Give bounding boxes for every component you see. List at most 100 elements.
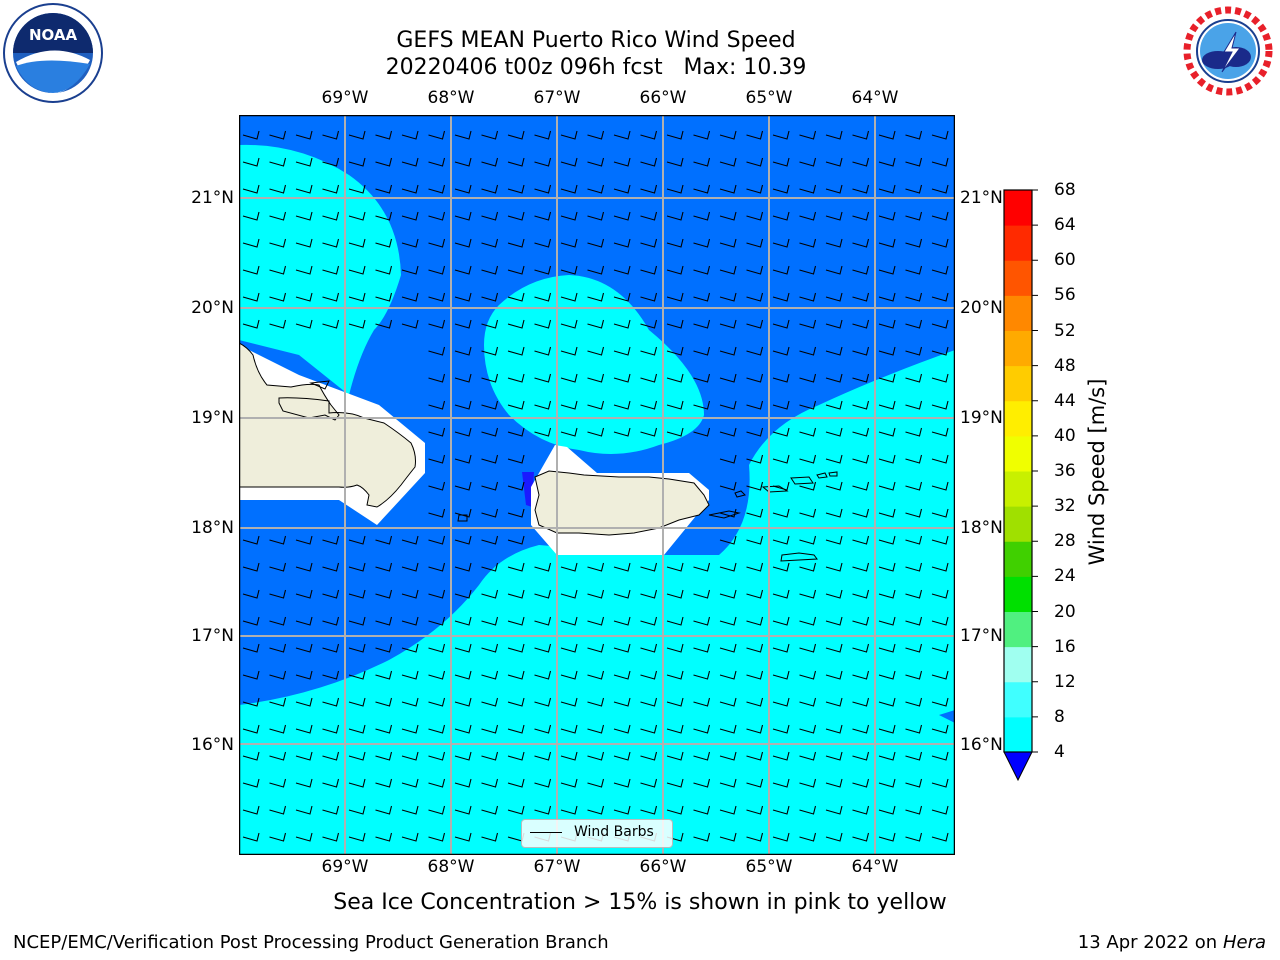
wind-barb — [772, 211, 790, 221]
wind-barb — [931, 724, 949, 734]
wind-barb — [852, 589, 870, 599]
wind-barb — [772, 562, 790, 572]
wind-barb — [242, 832, 260, 842]
wind-barb — [640, 643, 658, 653]
wind-barb — [931, 427, 949, 437]
legend-line — [530, 832, 562, 833]
wind-barb — [428, 724, 446, 734]
wind-barb — [454, 724, 472, 734]
wind-barb — [799, 319, 817, 329]
wind-barb — [401, 535, 419, 545]
wind-barb — [507, 427, 525, 437]
wind-barb — [507, 292, 525, 302]
wind-barb — [454, 292, 472, 302]
wind-barb — [454, 346, 472, 356]
wind-barb — [640, 724, 658, 734]
wind-barb — [428, 805, 446, 815]
wind-barb — [428, 508, 446, 518]
wind-barb — [799, 373, 817, 383]
wind-barb — [375, 238, 393, 248]
wind-barb — [693, 319, 711, 329]
wind-barb — [719, 724, 737, 734]
wind-barb — [322, 265, 340, 275]
wind-barb — [931, 643, 949, 653]
wind-barb — [878, 373, 896, 383]
lon-label-bottom: 66°W — [639, 857, 687, 877]
lat-label-right: 19°N — [960, 408, 1003, 428]
wind-barb — [269, 832, 287, 842]
wind-barb — [666, 778, 684, 788]
wind-barb — [666, 400, 684, 410]
wind-barb — [746, 157, 764, 167]
wind-barb — [242, 535, 260, 545]
wind-barb — [852, 319, 870, 329]
wind-barb — [905, 265, 923, 275]
wind-barb — [587, 211, 605, 221]
wind-barb — [640, 805, 658, 815]
wind-barb — [401, 616, 419, 626]
wind-barb — [375, 616, 393, 626]
lat-label-right: 21°N — [960, 188, 1003, 208]
wind-barb — [719, 589, 737, 599]
wind-barb — [799, 454, 817, 464]
wind-barb — [878, 724, 896, 734]
wind-barb — [666, 211, 684, 221]
wind-barb — [242, 589, 260, 599]
wind-barb — [905, 643, 923, 653]
wind-barb — [799, 589, 817, 599]
wind-barb — [825, 346, 843, 356]
wind-barb — [348, 670, 366, 680]
wind-barb — [878, 778, 896, 788]
wind-barb — [375, 265, 393, 275]
wind-barb — [322, 589, 340, 599]
wind-barb — [746, 724, 764, 734]
wind-barb — [852, 508, 870, 518]
wind-barb — [322, 805, 340, 815]
wind-barb — [454, 697, 472, 707]
wind-barb — [931, 697, 949, 707]
wind-barb — [666, 346, 684, 356]
colorbar-tick-label: 36 — [1054, 461, 1076, 481]
wind-barb — [905, 508, 923, 518]
wind-barb — [719, 643, 737, 653]
colorbar-block — [1004, 225, 1032, 261]
wind-barb — [507, 265, 525, 275]
wind-barb — [613, 265, 631, 275]
wind-barb — [322, 130, 340, 140]
wind-barb — [269, 130, 287, 140]
wind-barb — [587, 751, 605, 761]
wind-barb — [772, 805, 790, 815]
wind-barb — [719, 400, 737, 410]
wind-barb — [931, 589, 949, 599]
wind-barb — [295, 238, 313, 248]
wind-barb — [931, 616, 949, 626]
cyan-region-central — [484, 275, 704, 454]
vieques-island — [708, 510, 741, 519]
wind-barb — [640, 616, 658, 626]
wind-barb — [481, 724, 499, 734]
wind-barb — [507, 751, 525, 761]
wind-barb — [878, 346, 896, 356]
wind-barb — [772, 751, 790, 761]
wind-barb — [719, 157, 737, 167]
wind-barb — [481, 427, 499, 437]
wind-barb — [348, 319, 366, 329]
wind-barb — [560, 751, 578, 761]
wind-barb — [481, 535, 499, 545]
wind-barb — [401, 265, 419, 275]
wind-barb — [905, 778, 923, 788]
wind-barb — [242, 697, 260, 707]
wind-barb — [454, 130, 472, 140]
lon-label-top: 64°W — [851, 88, 899, 108]
colorbar-block — [1004, 190, 1032, 226]
wind-barb — [640, 346, 658, 356]
wind-barb — [454, 427, 472, 437]
wind-barb — [666, 238, 684, 248]
wind-barb — [348, 589, 366, 599]
wind-barb — [825, 805, 843, 815]
wind-barb — [931, 832, 949, 842]
wind-barb — [746, 751, 764, 761]
wind-barb — [613, 427, 631, 437]
wind-barb — [481, 346, 499, 356]
wind-barb — [428, 319, 446, 329]
